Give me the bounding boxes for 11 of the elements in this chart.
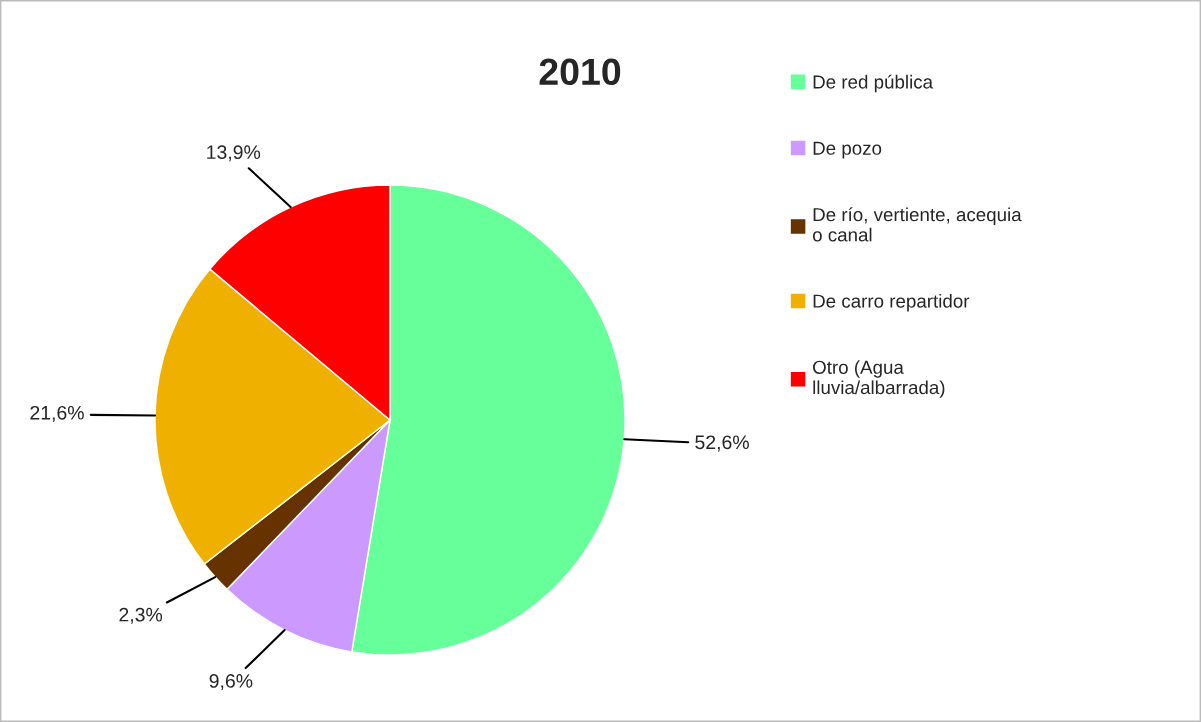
data-label: 2,3%	[119, 607, 163, 624]
data-label: 9,6%	[209, 674, 253, 691]
data-label: 21,6%	[30, 405, 84, 422]
data-label: 13,9%	[207, 145, 261, 162]
legend-label: De pozo	[813, 141, 882, 159]
legend-label: De red pública	[813, 74, 934, 93]
legend-label: De río, vertiente, acequia o canal	[812, 207, 1022, 242]
chart-title: 2010	[539, 58, 621, 86]
legend-label: De carro repartidor	[813, 293, 970, 312]
legend-label: Otro (Agua lluvia/albarrada)	[813, 360, 945, 398]
data-label: 52,6%	[695, 435, 749, 452]
